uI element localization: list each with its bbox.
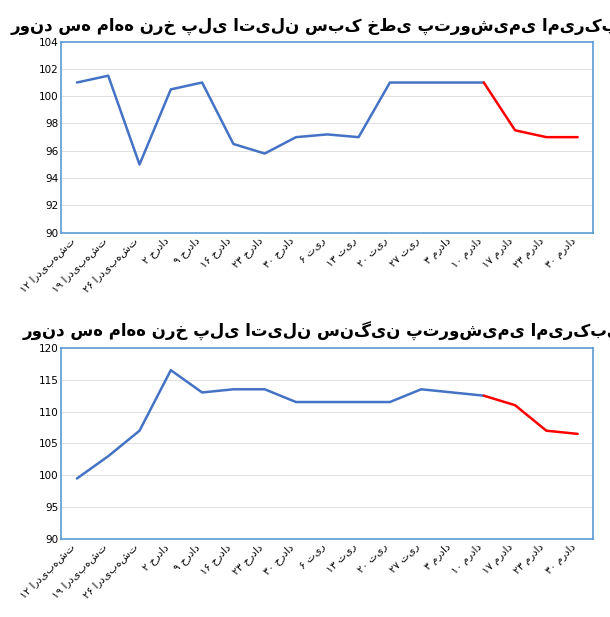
Title: روند سه ماهه نرخ پلی اتیلن سنگین پتروشیمی امیرکبیر: روند سه ماهه نرخ پلی اتیلن سنگین پتروشیم… — [23, 322, 610, 341]
Title: روند سه ماهه نرخ پلی اتیلن سبک خطی پتروشیمی امیرکبیر: روند سه ماهه نرخ پلی اتیلن سبک خطی پتروش… — [11, 17, 610, 35]
